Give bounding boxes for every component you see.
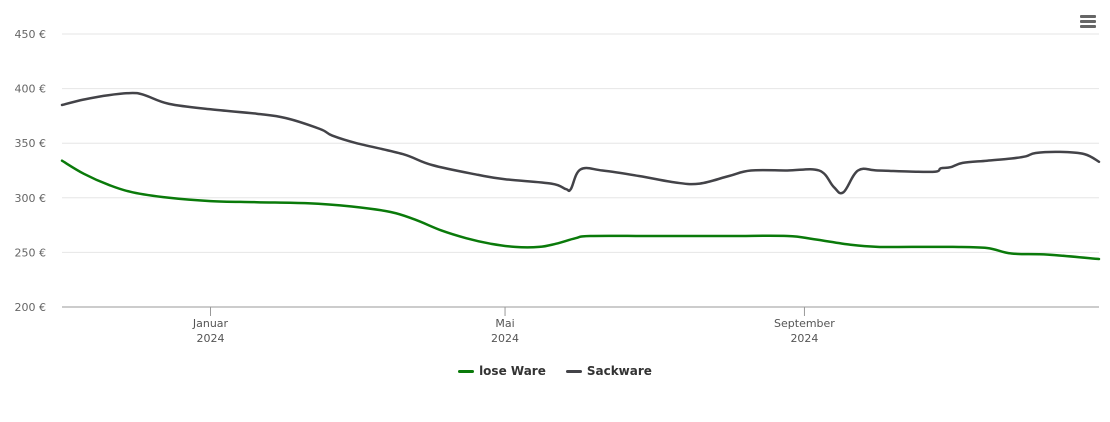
series-line-sackware[interactable] — [60, 91, 1101, 195]
y-tick-label: 350 € — [15, 137, 47, 150]
y-axis: 200 € 250 € 300 € 350 € 400 € 450 € — [15, 28, 47, 314]
y-tick-label: 250 € — [15, 246, 47, 259]
x-tick-label: Mai — [495, 317, 514, 330]
x-tick-sublabel: 2024 — [491, 332, 519, 345]
legend-label: Sackware — [586, 364, 652, 378]
legend-item-sackware[interactable]: Sackware — [565, 362, 652, 380]
series-lines — [60, 91, 1101, 261]
x-tick-label: September — [774, 317, 835, 330]
grid-lines — [62, 33, 1099, 253]
legend-item-lose-ware[interactable]: lose Ware — [458, 362, 546, 380]
chart-legend: lose Ware Sackware — [0, 362, 1110, 380]
y-tick-label: 450 € — [15, 28, 47, 41]
x-tick-sublabel: 2024 — [790, 332, 818, 345]
x-tick-sublabel: 2024 — [196, 332, 224, 345]
legend-label: lose Ware — [479, 364, 546, 378]
legend-swatch — [565, 369, 582, 373]
y-tick-label: 300 € — [15, 192, 47, 205]
legend-swatch — [458, 369, 475, 373]
y-tick-label: 200 € — [15, 301, 47, 314]
series-line-lose-ware[interactable] — [60, 159, 1101, 261]
x-axis: Januar 2024 Mai 2024 September 2024 — [62, 306, 1099, 345]
x-tick-label: Januar — [192, 317, 229, 330]
chart-menu-button[interactable] — [1076, 10, 1100, 34]
y-tick-label: 400 € — [15, 83, 47, 96]
